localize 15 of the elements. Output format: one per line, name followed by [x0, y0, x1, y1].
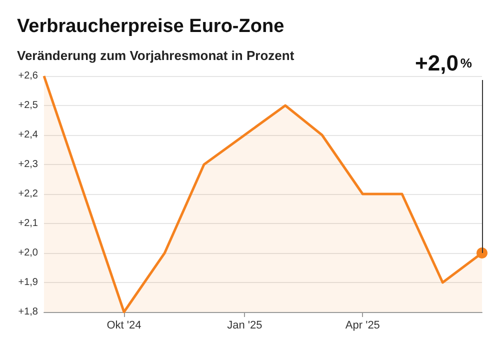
y-tick-label: +2,1 [18, 218, 38, 229]
x-tick-label: Apr '25 [345, 320, 380, 332]
x-tick-label: Okt '24 [106, 320, 142, 332]
y-tick-label: +2,5 [18, 100, 38, 111]
x-tick-label: Jan '25 [227, 320, 262, 332]
chart-subtitle: Veränderung zum Vorjahresmonat in Prozent [17, 48, 295, 63]
y-tick-label: +1,9 [18, 277, 38, 288]
y-tick-label: +2,0 [18, 248, 38, 258]
y-tick-label: +2,6 [18, 70, 38, 82]
y-tick-label: +2,2 [18, 188, 38, 200]
chart-title: Verbraucherpreise Euro-Zone [17, 16, 284, 37]
y-tick-label: +2,4 [18, 130, 38, 140]
y-tick-label: +1,8 [18, 306, 38, 318]
y-tick-label: +2,3 [18, 159, 38, 170]
text: +2,0% [415, 50, 472, 76]
